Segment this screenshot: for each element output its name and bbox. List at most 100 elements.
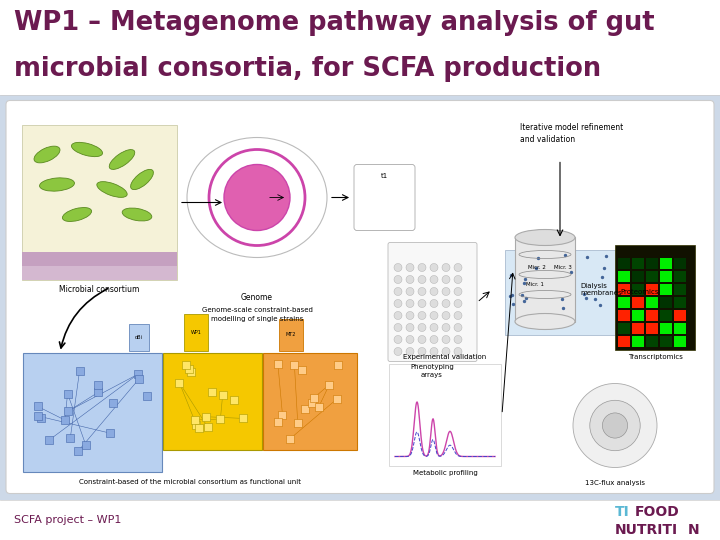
Text: t1: t1 — [380, 173, 387, 179]
Bar — [202, 413, 210, 421]
Text: Micr. 1: Micr. 1 — [526, 282, 544, 287]
Bar — [646, 284, 658, 294]
Circle shape — [394, 264, 402, 272]
Bar — [45, 436, 53, 444]
Bar — [143, 392, 151, 400]
Circle shape — [406, 312, 414, 320]
Circle shape — [394, 323, 402, 332]
Bar — [632, 271, 644, 281]
Point — [531, 264, 542, 273]
Bar — [632, 322, 644, 334]
Text: Phenotyping
arrays: Phenotyping arrays — [410, 364, 454, 378]
Bar — [660, 296, 672, 307]
Bar — [238, 414, 246, 422]
Bar — [207, 388, 215, 396]
Text: N: N — [688, 523, 700, 537]
Ellipse shape — [96, 181, 127, 197]
Circle shape — [418, 335, 426, 343]
Circle shape — [406, 348, 414, 355]
Text: FOOD: FOOD — [635, 505, 680, 519]
Circle shape — [418, 300, 426, 307]
FancyBboxPatch shape — [263, 353, 357, 449]
FancyBboxPatch shape — [279, 319, 303, 350]
Point — [559, 251, 571, 259]
Circle shape — [603, 413, 628, 438]
Bar — [182, 361, 190, 369]
FancyBboxPatch shape — [184, 314, 208, 350]
Bar — [315, 403, 323, 411]
Circle shape — [406, 300, 414, 307]
Circle shape — [418, 323, 426, 332]
Circle shape — [430, 335, 438, 343]
Ellipse shape — [130, 170, 153, 190]
FancyBboxPatch shape — [389, 363, 501, 465]
Bar — [94, 388, 102, 396]
Bar — [0, 0, 720, 94]
Circle shape — [418, 312, 426, 320]
Point — [505, 270, 517, 279]
Point — [557, 295, 568, 304]
Bar — [66, 434, 74, 442]
Circle shape — [442, 264, 450, 272]
Bar — [60, 416, 69, 424]
Ellipse shape — [187, 138, 327, 258]
Bar — [660, 335, 672, 347]
Bar — [632, 335, 644, 347]
Bar — [0, 500, 720, 540]
Point — [557, 303, 569, 312]
Bar — [65, 407, 73, 415]
Bar — [646, 335, 658, 347]
Circle shape — [394, 312, 402, 320]
Bar — [310, 394, 318, 402]
FancyBboxPatch shape — [163, 353, 262, 449]
FancyBboxPatch shape — [22, 125, 177, 280]
Bar — [22, 266, 177, 280]
Bar — [660, 258, 672, 268]
Circle shape — [454, 323, 462, 332]
Text: Micr. 2: Micr. 2 — [528, 265, 546, 270]
Circle shape — [394, 348, 402, 355]
Circle shape — [394, 275, 402, 284]
Circle shape — [406, 287, 414, 295]
Bar — [674, 335, 686, 347]
Bar — [618, 322, 630, 334]
Bar — [660, 309, 672, 321]
Bar — [674, 296, 686, 307]
Point — [508, 300, 519, 309]
Circle shape — [406, 323, 414, 332]
Bar — [217, 415, 225, 423]
Circle shape — [406, 335, 414, 343]
Text: Iterative model refinement: Iterative model refinement — [520, 123, 624, 132]
Text: SCFA project – WP1: SCFA project – WP1 — [14, 515, 122, 525]
Bar — [230, 396, 238, 403]
Point — [533, 254, 544, 262]
Bar — [632, 258, 644, 268]
Text: WP1: WP1 — [191, 330, 202, 335]
Circle shape — [418, 348, 426, 355]
Bar — [106, 429, 114, 437]
Bar — [287, 435, 294, 443]
Text: microbial consortia, for SCFA production: microbial consortia, for SCFA production — [14, 56, 601, 82]
Bar — [618, 258, 630, 268]
Circle shape — [573, 383, 657, 468]
Circle shape — [394, 287, 402, 295]
Bar — [674, 322, 686, 334]
Bar — [134, 370, 142, 379]
Bar — [325, 381, 333, 389]
FancyBboxPatch shape — [388, 242, 477, 361]
FancyBboxPatch shape — [505, 249, 615, 334]
Text: Genome-scale constraint-based
modelling of single strains: Genome-scale constraint-based modelling … — [202, 307, 312, 321]
Ellipse shape — [122, 208, 152, 221]
Ellipse shape — [109, 150, 135, 170]
Bar — [294, 418, 302, 427]
Circle shape — [430, 312, 438, 320]
Bar — [674, 258, 686, 268]
Circle shape — [454, 275, 462, 284]
Circle shape — [454, 348, 462, 355]
Point — [535, 322, 546, 331]
Bar — [186, 368, 194, 376]
Ellipse shape — [71, 143, 102, 157]
Point — [505, 292, 516, 300]
FancyBboxPatch shape — [23, 353, 162, 471]
Bar — [333, 395, 341, 403]
